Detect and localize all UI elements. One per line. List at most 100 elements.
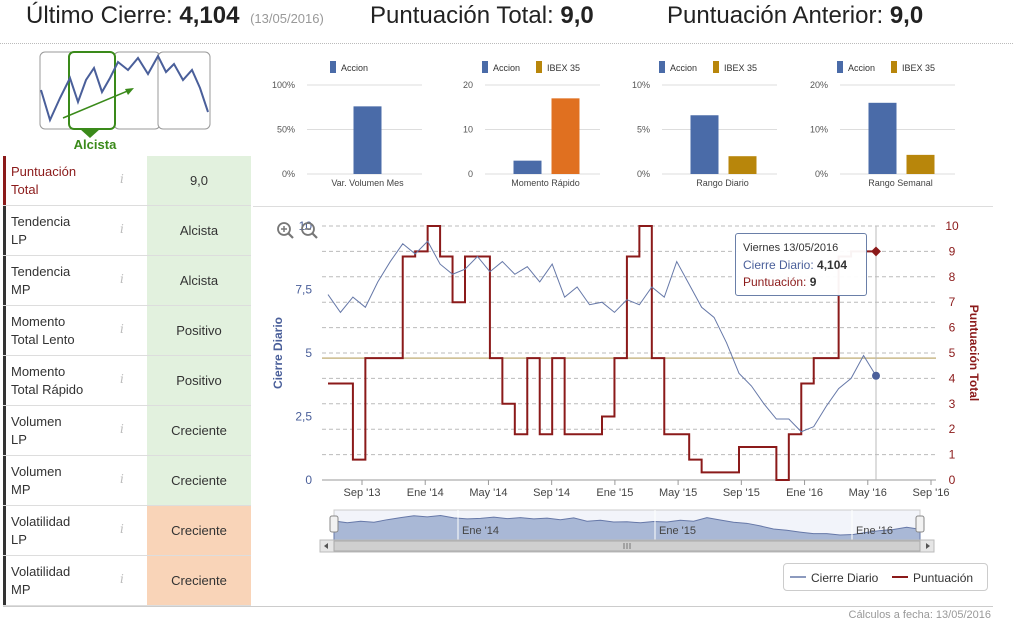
- legend-label: Accion: [341, 63, 368, 73]
- indicator-row-volatility-mp: Volatilidad MP i Creciente: [3, 556, 251, 606]
- bar-accion[interactable]: [353, 106, 382, 174]
- info-icon[interactable]: i: [120, 172, 124, 186]
- indicator-value: Positivo: [147, 356, 251, 405]
- y-right-tick-label: 2: [949, 422, 956, 436]
- y-right-tick-label: 8: [949, 270, 956, 284]
- indicator-row-trend-lp: Tendencia LP i Alcista: [3, 206, 251, 256]
- header-bar: Último Cierre: 4,104 (13/05/2016) Puntua…: [0, 0, 1013, 44]
- indicator-name: Puntuación Total: [3, 156, 115, 205]
- tooltip-score-value: 9: [809, 275, 817, 289]
- zoom-in-icon[interactable]: [277, 222, 294, 239]
- legend-swatch: [482, 61, 488, 73]
- legend-label: Accion: [848, 63, 875, 73]
- navigator-tick-label: Ene '15: [659, 525, 696, 537]
- y-tick-label: 0%: [282, 169, 295, 179]
- legend-label: IBEX 35: [902, 63, 935, 73]
- y-tick-label: 0%: [637, 169, 650, 179]
- navigator-area: [333, 515, 921, 541]
- tooltip-score-row: Puntuación: 9: [743, 274, 859, 291]
- y-left-tick-label: 0: [305, 473, 312, 487]
- info-icon[interactable]: i: [120, 472, 124, 486]
- y-right-tick-label: 7: [949, 295, 956, 309]
- tooltip-close-label: Cierre Diario:: [743, 258, 814, 272]
- chart-title: Rango Semanal: [868, 178, 933, 188]
- zoom-out-icon[interactable]: [301, 222, 318, 239]
- bar-accion[interactable]: [690, 115, 719, 174]
- total-score-label: Puntuación Total:: [370, 2, 554, 29]
- y-tick-label: 20: [463, 80, 473, 90]
- bar-chart-weekly-range: Accion IBEX 35 20% 10% 0% Rango Semanal: [795, 55, 965, 195]
- indicator-name: Volatilidad MP: [3, 556, 115, 605]
- chart-title: Momento Rápido: [511, 178, 580, 188]
- previous-score-label: Puntuación Anterior:: [667, 2, 884, 29]
- navigator-tick-label: Ene '16: [856, 525, 893, 537]
- y-right-tick-label: 10: [945, 219, 959, 233]
- bar-accion[interactable]: [513, 160, 542, 174]
- navigator-handle-right[interactable]: [915, 515, 925, 533]
- chart-tooltip: Viernes 13/05/2016 Cierre Diario: 4,104 …: [735, 233, 867, 296]
- y-right-tick-label: 9: [949, 244, 956, 258]
- total-score-value: 9,0: [560, 2, 594, 29]
- bar-ibex-35[interactable]: [906, 154, 935, 174]
- y-tick-label: 10%: [810, 125, 828, 135]
- zoom-controls: [275, 220, 323, 249]
- indicator-row-volume-mp: Volumen MP i Creciente: [3, 456, 251, 506]
- trend-pictogram: [38, 50, 213, 150]
- info-icon[interactable]: i: [120, 322, 124, 336]
- indicator-value: Alcista: [147, 206, 251, 255]
- scroll-left-icon[interactable]: [324, 543, 328, 549]
- bar-ibex-35[interactable]: [551, 98, 580, 174]
- y-tick-label: 0: [468, 169, 473, 179]
- x-tick-label: May '16: [849, 487, 887, 499]
- y-left-tick-label: 2,5: [295, 410, 312, 424]
- y-tick-label: 100%: [272, 80, 295, 90]
- y-right-tick-label: 3: [949, 397, 956, 411]
- info-icon[interactable]: i: [120, 572, 124, 586]
- bar-accion[interactable]: [868, 102, 897, 174]
- price-score-chart[interactable]: 0 1 2 3 4 5 6 7 8 9 10 10 7,5 5 2,5 0 Cierre Diario Puntu…: [258, 210, 993, 560]
- info-icon[interactable]: i: [120, 522, 124, 536]
- legend-swatch: [891, 61, 897, 73]
- indicator-name: Momento Total Rápido: [3, 356, 115, 405]
- navigator-tick-label: Ene '14: [462, 525, 499, 537]
- indicator-value: Creciente: [147, 556, 251, 605]
- info-icon[interactable]: i: [120, 422, 124, 436]
- chart-title: Var. Volumen Mes: [331, 178, 404, 188]
- y-left-tick-label: 7,5: [295, 283, 312, 297]
- navigator-handle-left[interactable]: [329, 515, 339, 533]
- previous-score-value: 9,0: [889, 2, 924, 29]
- y-tick-label: 0%: [815, 169, 828, 179]
- indicator-value: Creciente: [147, 456, 251, 505]
- legend-score-label[interactable]: Puntuación: [913, 571, 974, 585]
- indicator-name: Volumen MP: [3, 456, 115, 505]
- price-series-line[interactable]: [327, 240, 877, 433]
- indicator-table: Puntuación Total i 9,0 Tendencia LP i Alci…: [3, 156, 251, 606]
- x-tick-label: May '15: [659, 487, 697, 499]
- last-close-date: (13/05/2016): [250, 11, 324, 26]
- score-series-line[interactable]: [328, 225, 876, 481]
- scroll-right-icon[interactable]: [926, 543, 930, 549]
- score-marker[interactable]: [871, 246, 881, 257]
- x-tick-label: Sep '14: [533, 487, 570, 499]
- info-icon[interactable]: i: [120, 272, 124, 286]
- y-right-tick-label: 4: [949, 371, 956, 385]
- legend-swatch: [330, 61, 336, 73]
- footer-divider: [3, 606, 993, 607]
- y-tick-label: 10: [463, 125, 473, 135]
- x-tick-label: Sep '15: [723, 487, 760, 499]
- legend-label: IBEX 35: [724, 63, 757, 73]
- indicator-row-volume-lp: Volumen LP i Creciente: [3, 406, 251, 456]
- info-icon[interactable]: i: [120, 372, 124, 386]
- info-icon[interactable]: i: [120, 222, 124, 236]
- bar-chart-daily-range: Accion IBEX 35 10% 5% 0% Rango Diario: [617, 55, 787, 195]
- y-tick-label: 10%: [632, 80, 650, 90]
- price-marker[interactable]: [872, 371, 880, 380]
- trend-icon: [39, 51, 211, 138]
- x-tick-label: Sep '16: [913, 487, 950, 499]
- legend-price-label[interactable]: Cierre Diario: [811, 571, 879, 585]
- indicator-value: Positivo: [147, 306, 251, 355]
- legend-swatch: [837, 61, 843, 73]
- total-score-summary: Puntuación Total: 9,0: [370, 2, 594, 30]
- bar-ibex-35[interactable]: [728, 156, 757, 174]
